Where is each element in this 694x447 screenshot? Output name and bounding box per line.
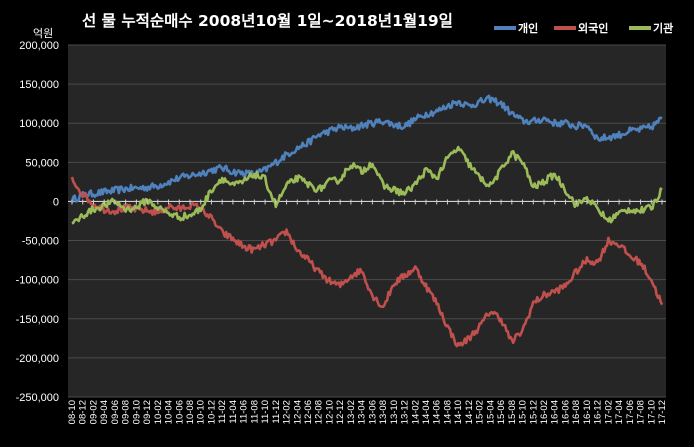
x-tick-label: 13-12: [400, 400, 411, 424]
chart-title: 선 물 누적순매수 2008년10월 1일~2018년1월19일: [82, 11, 453, 30]
x-tick-label: 17-04: [614, 400, 625, 424]
x-tick-label: 16-04: [550, 400, 561, 424]
x-tick-label: 17-10: [646, 400, 657, 424]
series-line-3: [71, 145, 663, 225]
x-tick-label: 16-06: [560, 400, 571, 424]
x-tick-label: 14-06: [432, 400, 443, 424]
x-tick-label: 08-12: [78, 400, 89, 424]
y-tick-label: 100,000: [19, 118, 59, 130]
x-tick-label: 12-06: [303, 400, 314, 424]
x-tick-label: 17-02: [603, 400, 614, 424]
y-tick-label: 150,000: [19, 79, 59, 91]
x-tick-label: 11-04: [228, 400, 239, 424]
x-tick-label: 13-02: [346, 400, 357, 424]
x-tick-label: 14-12: [464, 400, 475, 424]
x-tick-label: 15-12: [528, 400, 539, 424]
x-tick-label: 12-02: [282, 400, 293, 424]
y-tick-label: 0: [53, 196, 59, 208]
y-tick-label: 200,000: [19, 40, 59, 52]
x-tick-label: 09-06: [110, 400, 121, 424]
axes: [71, 199, 663, 205]
x-tick-label: 15-04: [485, 400, 496, 424]
x-tick-label: 16-08: [571, 400, 582, 424]
x-tick-label: 11-08: [249, 400, 260, 424]
x-tick-label: 12-08: [314, 400, 325, 424]
x-tick-label: 09-12: [142, 400, 153, 424]
x-tick-label: 12-04: [292, 400, 303, 424]
x-tick-label: 15-06: [496, 400, 507, 424]
x-tick-label: 15-10: [518, 400, 529, 424]
x-tick-label: 17-08: [636, 400, 647, 424]
y-axis-ticks: 200,000 150,000 100,000 50,000 0 -50,000 -100,…: [16, 40, 59, 404]
x-tick-label: 12-10: [324, 400, 335, 424]
y-tick-label: -250,000: [16, 392, 59, 404]
x-tick-label: 16-10: [582, 400, 593, 424]
gridlines: [68, 44, 666, 398]
series-layer: [70, 94, 664, 348]
x-tick-label: 09-10: [131, 400, 142, 424]
x-tick-label: 11-10: [260, 400, 271, 424]
x-tick-label: 16-02: [539, 400, 550, 424]
x-tick-label: 11-02: [217, 400, 228, 424]
y-tick-label: -100,000: [16, 275, 59, 287]
legend-label: 외국인: [578, 21, 608, 35]
x-tick-label: 16-12: [593, 400, 604, 424]
y-axis-unit-label: 억원: [33, 27, 53, 40]
x-tick-label: 13-06: [367, 400, 378, 424]
plot-area: [68, 45, 666, 397]
legend: 개인 외국인 기관: [494, 21, 673, 35]
x-tick-label: 13-08: [378, 400, 389, 424]
x-axis-ticks: 08-10 08-12 09-02 09-04 09-06 09-08 09-10 09-12…: [67, 400, 668, 424]
x-tick-label: 15-02: [475, 400, 486, 424]
x-tick-label: 10-08: [185, 400, 196, 424]
x-tick-label: 17-06: [625, 400, 636, 424]
x-tick-label: 09-04: [99, 400, 110, 424]
x-tick-label: 14-08: [442, 400, 453, 424]
legend-label: 개인: [518, 21, 538, 35]
x-tick-label: 14-04: [421, 400, 432, 424]
x-tick-label: 10-04: [164, 400, 175, 424]
x-tick-label: 17-12: [657, 400, 668, 424]
series-line-2: [70, 176, 664, 348]
x-tick-label: 14-10: [453, 400, 464, 424]
y-tick-label: -200,000: [16, 353, 59, 365]
x-tick-label: 10-10: [196, 400, 207, 424]
x-tick-label: 13-10: [389, 400, 400, 424]
x-tick-label: 10-06: [174, 400, 185, 424]
series-line-1: [70, 94, 663, 203]
y-tick-label: -50,000: [22, 236, 59, 248]
x-tick-label: 09-08: [121, 400, 132, 424]
x-tick-label: 09-02: [88, 400, 99, 424]
x-tick-label: 11-06: [239, 400, 250, 424]
x-tick-label: 13-04: [357, 400, 368, 424]
x-tick-label: 10-02: [153, 400, 164, 424]
x-tick-label: 10-12: [206, 400, 217, 424]
x-tick-label: 08-10: [67, 400, 78, 424]
y-tick-label: -150,000: [16, 314, 59, 326]
x-tick-label: 11-12: [271, 400, 282, 424]
y-tick-label: 50,000: [25, 157, 59, 169]
x-tick-label: 14-02: [410, 400, 421, 424]
legend-label: 기관: [653, 21, 673, 35]
x-tick-label: 12-12: [335, 400, 346, 424]
x-tick-label: 15-08: [507, 400, 518, 424]
